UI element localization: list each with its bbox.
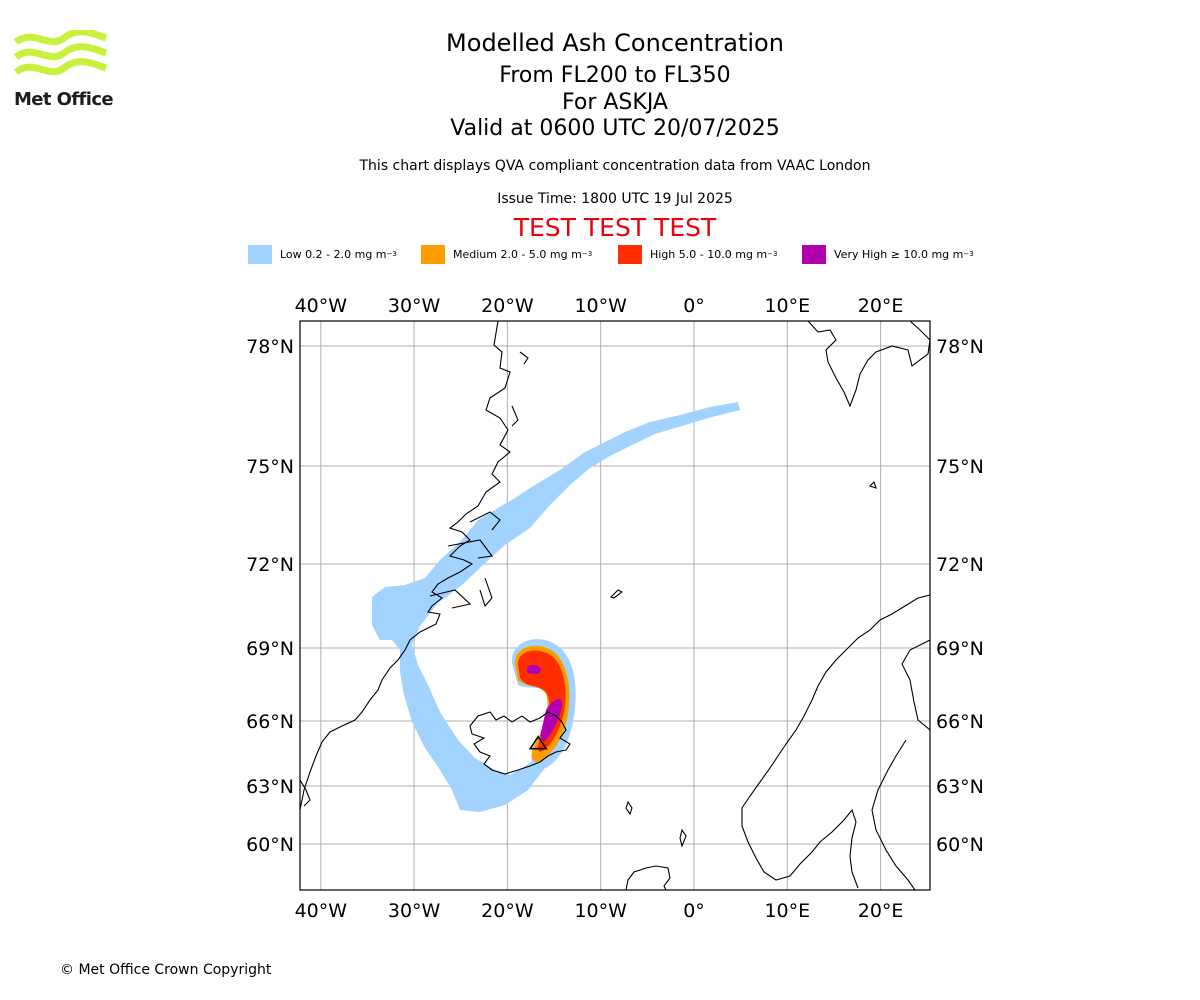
coast-scotland <box>625 865 671 890</box>
lat-tick-label-right: 69°N <box>936 638 984 660</box>
lon-tick-label-bottom: 40°W <box>295 900 348 918</box>
test-banner: TEST TEST TEST <box>513 213 717 242</box>
lat-tick-label-right: 75°N <box>936 456 984 478</box>
lon-tick-label-bottom: 10°E <box>764 900 810 918</box>
issue-time: Issue Time: 1800 UTC 19 Jul 2025 <box>497 191 733 207</box>
lon-tick-label-bottom: 20°W <box>481 900 534 918</box>
lat-tick-label-left: 60°N <box>246 834 294 856</box>
legend-label-low: Low 0.2 - 2.0 mg m <box>280 247 387 261</box>
lon-tick-label-top: 10°W <box>574 295 627 317</box>
coast-bear-island <box>868 480 877 489</box>
map-frame <box>299 320 931 891</box>
legend-swatch-very-high <box>802 244 826 264</box>
coast-svalbard <box>807 321 930 408</box>
legend-item-very-high: Very High ≥ 10.0 mg m −3 <box>802 244 974 264</box>
coast-greenland-fjords <box>429 351 529 609</box>
lon-tick-label-top: 10°E <box>764 295 810 317</box>
coast-iceland <box>469 711 571 775</box>
ash-very-high-north <box>527 664 541 675</box>
ash-very-high-south <box>540 699 562 742</box>
legend-item-medium: Medium 2.0 - 5.0 mg m −3 <box>421 244 592 264</box>
legend-label-high: High 5.0 - 10.0 mg m <box>650 247 768 261</box>
axis-tick-labels: 40°W 40°W 30°W 30°W 20°W 20°W 10°W 10°W 0° 0° 10°E… <box>246 295 984 918</box>
legend-unit-very-high: −3 <box>963 250 974 258</box>
lon-tick-label-top: 30°W <box>388 295 441 317</box>
flight-levels: From FL200 to FL350 <box>499 63 731 88</box>
legend-unit-medium: −3 <box>581 250 593 258</box>
legend-item-low: Low 0.2 - 2.0 mg m −3 <box>248 244 397 264</box>
lon-tick-label-bottom: 10°W <box>574 900 627 918</box>
lon-tick-label-top: 20°W <box>481 295 534 317</box>
coast-greenland <box>300 321 511 811</box>
lat-tick-label-left: 66°N <box>246 711 294 733</box>
logo-text: Met Office <box>14 89 114 110</box>
ash-plume-low <box>372 402 740 812</box>
coast-norway <box>741 594 930 889</box>
lat-tick-label-left: 69°N <box>246 638 294 660</box>
legend-swatch-low <box>248 244 272 264</box>
met-office-logo: Met Office <box>13 28 114 112</box>
lon-tick-label-top: 20°E <box>858 295 904 317</box>
lon-tick-label-bottom: 30°W <box>388 900 441 918</box>
legend-label-medium: Medium 2.0 - 5.0 mg m <box>453 247 582 261</box>
coast-jan-mayen <box>609 589 624 599</box>
valid-time: Valid at 0600 UTC 20/07/2025 <box>450 116 780 141</box>
coast-shetland <box>679 828 687 848</box>
lat-tick-label-left: 75°N <box>246 456 294 478</box>
lat-tick-label-right: 78°N <box>936 336 984 358</box>
coast-faroes <box>625 800 633 816</box>
legend-unit-high: −3 <box>767 250 778 258</box>
lon-tick-label-top: 0° <box>683 295 705 317</box>
lat-tick-label-right: 66°N <box>936 711 984 733</box>
lon-tick-label-top: 40°W <box>295 295 348 317</box>
legend-swatch-medium <box>421 244 445 264</box>
coast-baffin <box>300 779 311 807</box>
legend-unit-low: −3 <box>386 250 397 258</box>
ash-map: 40°W 40°W 30°W 30°W 20°W 20°W 10°W 10°W 0° 0° 10°E… <box>246 295 984 918</box>
graticule <box>300 321 930 890</box>
lat-tick-label-right: 72°N <box>936 554 984 576</box>
lat-tick-label-right: 60°N <box>936 834 984 856</box>
chart-subtitle: This chart displays QVA compliant concen… <box>359 158 871 174</box>
lat-tick-label-right: 63°N <box>936 776 984 798</box>
chart-title: Modelled Ash Concentration <box>446 29 784 57</box>
lat-tick-label-left: 78°N <box>246 336 294 358</box>
met-office-waves-icon <box>13 28 108 76</box>
lon-tick-label-bottom: 20°E <box>858 900 904 918</box>
coast-sweden-finland <box>871 639 930 890</box>
legend-item-high: High 5.0 - 10.0 mg m −3 <box>618 244 777 264</box>
legend-swatch-high <box>618 244 642 264</box>
lat-tick-label-left: 72°N <box>246 554 294 576</box>
legend-label-very-high: Very High ≥ 10.0 mg m <box>834 247 964 261</box>
volcano-marker-icon <box>528 735 548 750</box>
volcano-name: For ASKJA <box>562 90 668 115</box>
lon-tick-label-bottom: 0° <box>683 900 705 918</box>
lat-tick-label-left: 63°N <box>246 776 294 798</box>
coastlines <box>300 321 930 890</box>
copyright: © Met Office Crown Copyright <box>60 962 272 978</box>
